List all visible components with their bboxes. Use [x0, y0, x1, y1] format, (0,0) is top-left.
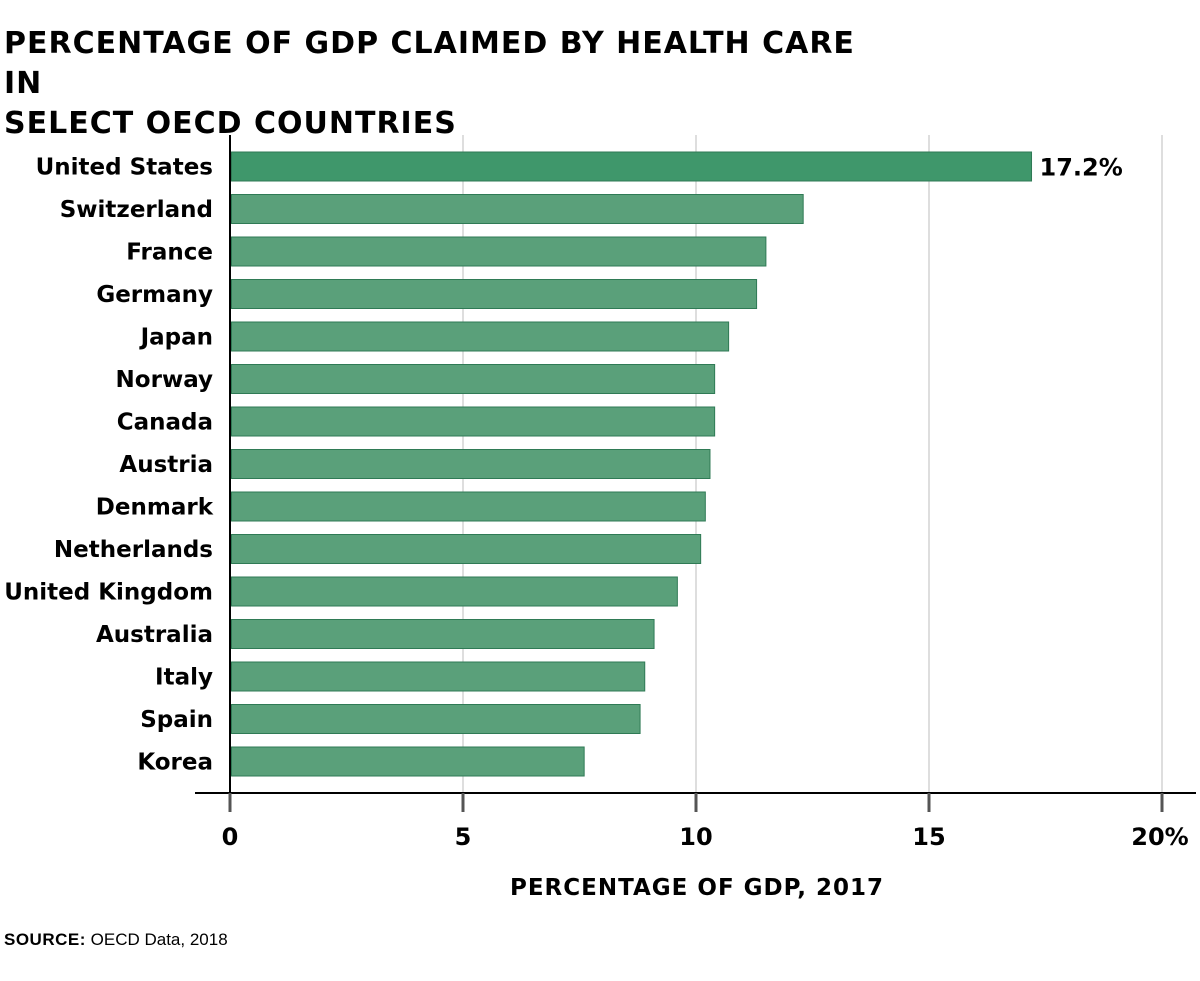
category-label: Spain	[140, 707, 213, 733]
bar-denmark	[231, 491, 706, 522]
bar-netherlands	[231, 534, 702, 564]
category-label: Italy	[155, 665, 213, 691]
bar-austria	[231, 449, 711, 479]
bar-switzerland	[231, 194, 804, 224]
x-tick-label: 20%	[1131, 823, 1188, 851]
category-label: Austria	[119, 452, 213, 478]
category-label: Australia	[96, 622, 213, 648]
x-tick-label: 10	[679, 823, 712, 851]
x-tick-label: 5	[455, 823, 472, 851]
x-axis-title: PERCENTAGE OF GDP, 2017	[510, 875, 884, 901]
chart-title-line-1: PERCENTAGE OF GDP CLAIMED BY HEALTH CARE…	[4, 26, 855, 101]
bars	[231, 151, 1033, 777]
bar-united-kingdom	[231, 576, 678, 607]
category-label: France	[126, 240, 213, 266]
chart-title: PERCENTAGE OF GDP CLAIMED BY HEALTH CARE…	[4, 24, 904, 144]
category-label: Denmark	[96, 495, 214, 521]
bar-united-states	[231, 151, 1033, 182]
bar-norway	[231, 364, 716, 394]
x-tick-label: 15	[912, 823, 945, 851]
category-label: Japan	[139, 325, 213, 351]
bar-spain	[231, 704, 641, 734]
category-label: Canada	[117, 410, 213, 436]
category-label: United States	[36, 155, 213, 181]
category-label: United Kingdom	[4, 580, 213, 606]
x-tick-label: 0	[222, 823, 239, 851]
bar-chart: United States Switzerland France Germany Jap…	[4, 135, 1196, 901]
data-label: 17.2%	[1040, 154, 1123, 182]
bar-canada	[231, 406, 716, 437]
source-label: SOURCE:	[4, 930, 86, 949]
bar-france	[231, 236, 767, 267]
category-label: Germany	[96, 282, 213, 308]
axes: 0 5 10 15 20%	[195, 135, 1196, 851]
bar-italy	[231, 661, 646, 692]
category-label: Norway	[116, 367, 213, 393]
source-note: SOURCE: OECD Data, 2018	[4, 930, 228, 950]
category-label: Netherlands	[54, 537, 213, 563]
category-label: Korea	[137, 750, 213, 776]
source-text: OECD Data, 2018	[90, 930, 228, 949]
category-label: Switzerland	[60, 197, 213, 223]
bar-australia	[231, 619, 655, 649]
bar-korea	[231, 746, 585, 777]
bar-germany	[231, 279, 758, 309]
category-labels: United States Switzerland France Germany Jap…	[4, 154, 1123, 776]
bar-japan	[231, 321, 730, 352]
